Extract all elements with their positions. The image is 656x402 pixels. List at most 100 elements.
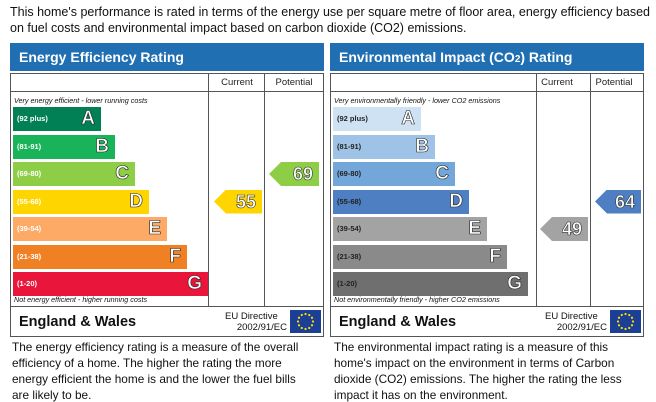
- band-letter: A: [81, 108, 95, 130]
- current-column-label: Current: [221, 77, 253, 88]
- eu-star: [617, 316, 621, 319]
- region-label: England & Wales: [19, 314, 137, 330]
- environmental-impact-chart: Current Potential Very environmentally f…: [330, 73, 644, 307]
- potential-column-label: Potential: [275, 77, 313, 88]
- eu-star: [616, 320, 620, 323]
- potential-rating-value: 69: [292, 164, 314, 185]
- band-letter: E: [468, 218, 481, 240]
- eu-directive: EU Directive 2002/91/EC: [545, 311, 607, 333]
- band-g: (1-20) G: [333, 272, 528, 296]
- band-c: (69-80) C: [13, 162, 135, 186]
- directive-line-2: 2002/91/EC: [556, 322, 607, 333]
- eu-flag-icon: [610, 310, 641, 333]
- eu-star: [310, 316, 314, 319]
- intro-text: This home's performance is rated in term…: [10, 5, 650, 35]
- directive-line-2: 2002/91/EC: [236, 322, 287, 333]
- top-note: Very environmentally friendly - lower CO…: [334, 96, 501, 105]
- band-e: (39-54) E: [13, 217, 167, 241]
- band-range: (92 plus): [337, 114, 368, 123]
- band-range: (39-54): [337, 224, 362, 233]
- band-range: (81-91): [17, 141, 42, 151]
- eu-star: [620, 313, 623, 317]
- band-letter: B: [95, 135, 109, 157]
- band-letter: F: [169, 245, 181, 267]
- band-letter: B: [415, 135, 429, 157]
- eu-star: [300, 326, 303, 330]
- band-f: (21-38) F: [333, 244, 507, 269]
- eu-star: [300, 313, 303, 317]
- eu-star: [297, 316, 301, 319]
- band-e: (39-54) E: [333, 217, 487, 241]
- bottom-note: Not environmentally friendly - higher CO…: [334, 295, 500, 304]
- band-range: (55-68): [17, 196, 42, 206]
- directive-line-1: EU Directive: [225, 311, 278, 322]
- eu-star: [296, 320, 300, 323]
- band-a: (92 plus) A: [333, 107, 421, 131]
- environmental-impact-description: The environmental impact rating is a mea…: [334, 340, 622, 402]
- potential-rating-arrow: 64: [595, 189, 641, 214]
- band-range: (21-38): [337, 251, 362, 261]
- band-range: (92 plus): [17, 114, 48, 123]
- band-letter: F: [489, 245, 501, 267]
- eu-star: [304, 312, 307, 316]
- band-range: (1-20): [337, 279, 358, 288]
- energy-efficiency-chart: Current Potential Very energy efficient …: [10, 73, 324, 307]
- eu-star: [624, 327, 627, 331]
- eu-star: [630, 316, 634, 319]
- environmental-impact-panel: Environmental Impact (CO2) Rating Curren…: [330, 43, 644, 337]
- band-letter: G: [187, 273, 202, 295]
- band-range: (81-91): [337, 141, 362, 151]
- eu-star: [617, 324, 621, 327]
- band-b: (81-91) B: [333, 134, 435, 159]
- eu-star: [628, 313, 631, 317]
- band-d: (55-68) D: [333, 189, 469, 214]
- eu-star: [310, 324, 314, 327]
- band-f: (21-38) F: [13, 244, 187, 269]
- eu-star: [311, 320, 315, 323]
- current-rating-value: 49: [561, 219, 583, 240]
- eu-star: [297, 324, 301, 327]
- band-letter: E: [148, 218, 161, 240]
- band-letter: D: [449, 190, 463, 212]
- bottom-note: Not energy efficient - higher running co…: [14, 295, 148, 304]
- band-a: (92 plus) A: [13, 107, 101, 131]
- band-range: (39-54): [17, 224, 42, 233]
- directive-line-1: EU Directive: [545, 311, 598, 322]
- environmental-impact-footer: England & Wales EU Directive 2002/91/EC: [330, 307, 644, 337]
- eu-star: [631, 320, 635, 323]
- band-letter: D: [129, 190, 143, 212]
- band-c: (69-80) C: [333, 162, 455, 186]
- band-range: (55-68): [337, 196, 362, 206]
- eu-star: [620, 326, 623, 330]
- eu-star: [624, 312, 627, 316]
- energy-efficiency-title: Energy Efficiency Rating: [10, 43, 324, 71]
- band-letter: C: [115, 163, 129, 185]
- potential-column-label: Potential: [595, 77, 633, 88]
- band-d: (55-68) D: [13, 189, 149, 214]
- energy-efficiency-footer: England & Wales EU Directive 2002/91/EC: [10, 307, 324, 337]
- band-b: (81-91) B: [13, 134, 115, 159]
- eu-star: [304, 327, 307, 331]
- eu-directive: EU Directive 2002/91/EC: [225, 311, 287, 333]
- eu-flag-icon: [290, 310, 321, 333]
- band-range: (69-80): [337, 169, 362, 178]
- current-column-label: Current: [541, 77, 573, 88]
- environmental-impact-title: Environmental Impact (CO2) Rating: [330, 43, 644, 71]
- top-note: Very energy efficient - lower running co…: [14, 96, 148, 105]
- region-label: England & Wales: [339, 314, 457, 330]
- band-range: (69-80): [17, 169, 42, 178]
- current-rating-value: 55: [235, 191, 257, 212]
- band-range: (1-20): [17, 279, 38, 288]
- current-rating-arrow: 55: [214, 189, 262, 214]
- eu-star: [308, 326, 311, 330]
- energy-efficiency-description: The energy efficiency rating is a measur…: [12, 340, 299, 402]
- eu-star: [308, 313, 311, 317]
- energy-efficiency-panel: Energy Efficiency Rating Current Potenti…: [10, 43, 324, 337]
- band-letter: G: [507, 273, 522, 295]
- eu-star: [628, 326, 631, 330]
- current-rating-arrow: 49: [540, 217, 588, 241]
- band-letter: A: [401, 108, 415, 130]
- potential-rating-arrow: 69: [269, 162, 319, 186]
- potential-rating-value: 64: [614, 191, 636, 212]
- band-range: (21-38): [17, 251, 42, 261]
